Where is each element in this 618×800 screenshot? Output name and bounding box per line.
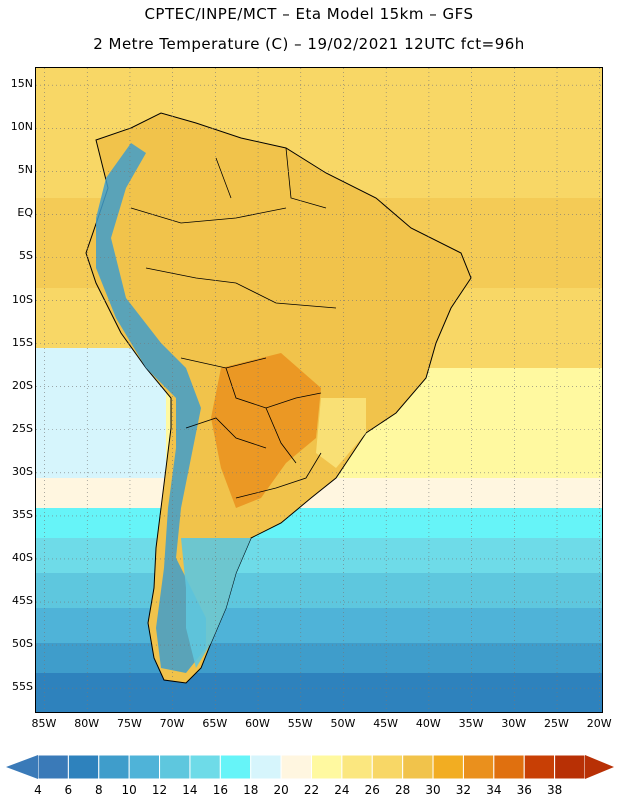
coordinate-grid bbox=[36, 68, 602, 712]
southeast-coast bbox=[316, 398, 366, 468]
colorbar-label: 24 bbox=[334, 783, 350, 797]
longitude-label: 45W bbox=[373, 717, 399, 730]
colorbar-segment bbox=[37, 754, 69, 780]
latitude-label: 15N bbox=[10, 77, 33, 91]
longitude-label: 55W bbox=[287, 717, 313, 730]
latitude-label: 45S bbox=[12, 594, 33, 608]
latitude-label: 50S bbox=[12, 637, 33, 651]
longitude-label: 65W bbox=[202, 717, 228, 730]
colorbar-segment bbox=[311, 754, 343, 780]
band-6-8 bbox=[36, 673, 602, 712]
colorbar-segment bbox=[493, 754, 525, 780]
colorbar-label: 16 bbox=[212, 783, 228, 797]
colorbar-label: 36 bbox=[516, 783, 532, 797]
colorbar-label: 38 bbox=[546, 783, 563, 797]
colorbar-label: 34 bbox=[486, 783, 502, 797]
country-borders bbox=[130, 147, 337, 499]
latitude-label: 30S bbox=[12, 464, 33, 478]
colorbar-segment bbox=[371, 754, 404, 780]
colorbar-label: 12 bbox=[151, 783, 168, 797]
colorbar-label: 8 bbox=[94, 783, 103, 797]
colorbar-label: 26 bbox=[364, 783, 380, 797]
longitude-label: 50W bbox=[330, 717, 356, 730]
colorbar-low-arrow bbox=[6, 755, 38, 779]
colorbar-label: 6 bbox=[64, 783, 73, 797]
colorbar-segment bbox=[159, 754, 191, 780]
colorbar-label: 14 bbox=[182, 783, 198, 797]
colorbar-segment bbox=[219, 754, 252, 780]
colorbar-segment bbox=[554, 754, 586, 780]
band-14-16 bbox=[36, 538, 602, 578]
colorbar-label: 18 bbox=[243, 783, 259, 797]
colorbar-segment bbox=[280, 754, 313, 780]
latitude-label: 10N bbox=[10, 120, 33, 134]
latitude-label: 5S bbox=[19, 249, 33, 263]
latitude-label: EQ bbox=[17, 206, 33, 220]
colorbar-label: 22 bbox=[303, 783, 320, 797]
colorbar-label: 28 bbox=[395, 783, 411, 797]
longitude-label: 60W bbox=[245, 717, 270, 730]
colorbar-segment bbox=[250, 754, 282, 780]
title-line-1: CPTEC/INPE/MCT – Eta Model 15km – GFS bbox=[144, 5, 474, 23]
longitude-label: 30W bbox=[501, 717, 527, 730]
latitude-label: 35S bbox=[12, 507, 33, 521]
latitude-label: 25S bbox=[12, 421, 33, 435]
longitude-label: 25W bbox=[544, 717, 569, 730]
longitude-label: 75W bbox=[116, 717, 142, 730]
colorbar-label: 4 bbox=[34, 783, 42, 797]
temperature-map bbox=[35, 67, 603, 713]
band-12-14 bbox=[36, 573, 602, 613]
colorbar-segment bbox=[98, 754, 130, 780]
colorbar-label: 30 bbox=[425, 783, 441, 797]
band-8-10 bbox=[36, 643, 602, 678]
colorbar-segment bbox=[341, 754, 373, 780]
colorbar-label: 20 bbox=[273, 783, 289, 797]
colorbar-segment bbox=[462, 754, 495, 780]
colorbar-segment bbox=[432, 754, 464, 780]
colorbar-label: 10 bbox=[121, 783, 137, 797]
hot-interior bbox=[211, 353, 321, 508]
colorbar-segment bbox=[402, 754, 434, 780]
colorbar-segment bbox=[128, 754, 161, 780]
colorbar-label: 32 bbox=[455, 783, 472, 797]
latitude-label: 20S bbox=[12, 378, 33, 392]
band-10-12 bbox=[36, 608, 602, 648]
longitude-label: 85W bbox=[31, 717, 57, 730]
pacific-cool-patch bbox=[36, 348, 166, 488]
title-line-2: 2 Metre Temperature (C) – 19/02/2021 12U… bbox=[93, 35, 525, 53]
map-canvas bbox=[36, 68, 602, 712]
longitude-label: 20W bbox=[586, 717, 612, 730]
colorbar-high-arrow bbox=[585, 755, 614, 779]
longitude-label: 40W bbox=[415, 717, 441, 730]
longitude-label: 80W bbox=[74, 717, 100, 730]
colorbar-segment bbox=[67, 754, 100, 780]
latitude-label: 55S bbox=[12, 680, 33, 694]
colorbar-segment bbox=[523, 754, 556, 780]
latitude-label: 5N bbox=[17, 163, 33, 177]
longitude-label: 70W bbox=[159, 717, 185, 730]
latitude-label: 10S bbox=[12, 292, 33, 306]
latitude-label: 15S bbox=[12, 335, 33, 349]
patagonia-cool bbox=[181, 538, 251, 668]
colorbar-segment bbox=[189, 754, 221, 780]
latitude-label: 40S bbox=[12, 550, 33, 564]
colorbar-svg bbox=[6, 754, 614, 780]
longitude-label: 35W bbox=[458, 717, 484, 730]
